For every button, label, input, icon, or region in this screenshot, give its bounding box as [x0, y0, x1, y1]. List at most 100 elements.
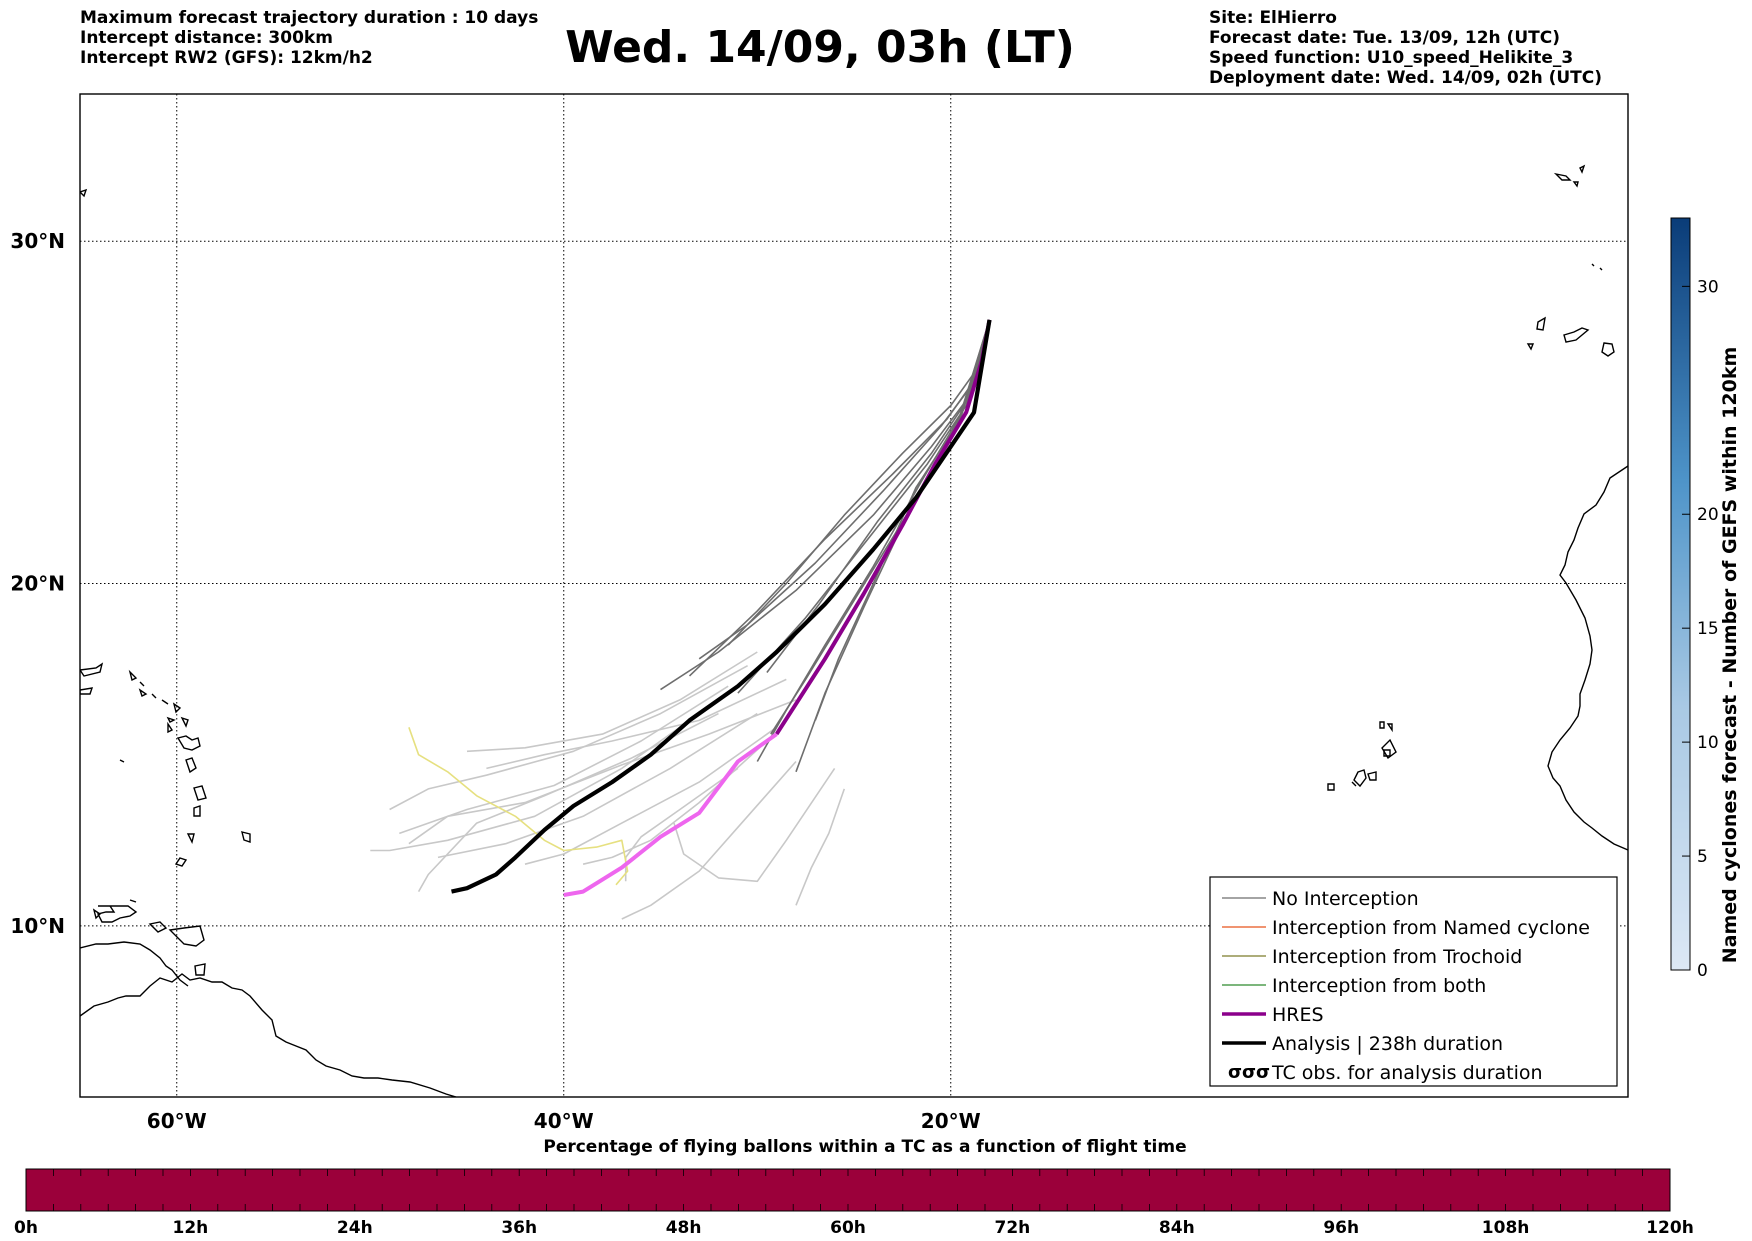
forecast-date-text: Forecast date: Tue. 13/09, 12h (UTC) — [1209, 28, 1560, 48]
legend-item: Interception from Trochoid — [1222, 946, 1522, 968]
analysis-track — [451, 319, 992, 894]
caribbean-island — [119, 759, 125, 763]
trinidad-island — [194, 963, 206, 976]
small-island — [80, 188, 88, 198]
canary-island — [1536, 316, 1546, 331]
grenada-island — [174, 857, 188, 867]
ensemble-track — [698, 319, 991, 660]
colorbar-bottom-tick-label: 96h — [1323, 1218, 1359, 1238]
ensemble-track-light — [673, 767, 836, 883]
curacao-island — [96, 905, 138, 923]
caribbean-island — [139, 681, 145, 687]
azores-island — [1553, 172, 1572, 181]
colorbar-tick-label: 20 — [1697, 505, 1719, 525]
ensemble-track-light — [389, 664, 748, 811]
yellow-track — [408, 727, 629, 886]
colorbar-bottom-tick-label: 36h — [501, 1218, 537, 1238]
azores-island — [1579, 164, 1586, 174]
tobago-island — [148, 921, 168, 933]
caribbean-island — [138, 688, 148, 697]
cape-verde-island — [1353, 769, 1367, 788]
axis-labels: 60°W 40°W 20°W 30°N 20°N 10°N — [10, 229, 980, 1133]
martinique-island — [193, 785, 207, 801]
venezuela-coast — [80, 941, 189, 987]
colorbar-bottom-tick-label: 0h — [14, 1218, 38, 1238]
colorbar-bottom-title: Percentage of flying ballons within a TC… — [543, 1137, 1187, 1157]
legend-label: Analysis | 238h duration — [1272, 1033, 1503, 1055]
ensemble-track — [756, 319, 991, 762]
colorbar-bottom-tick-label: 12h — [173, 1218, 209, 1238]
ensemble-track-light — [621, 760, 797, 920]
colorbar-tick-label: 5 — [1697, 847, 1708, 867]
ensemble-track-light — [524, 726, 778, 865]
dominica-island — [185, 757, 197, 774]
puerto-rico-island — [80, 662, 104, 677]
caribbean-island — [167, 721, 174, 734]
cape-verde-island — [1351, 781, 1357, 787]
colorbar-bottom-tick-label: 84h — [1159, 1218, 1195, 1238]
legend-item: Analysis | 238h duration — [1222, 1033, 1503, 1055]
ensemble-track-light — [437, 712, 758, 859]
ensemble-track-light — [486, 678, 787, 770]
lon-tick-label: 20°W — [921, 1109, 981, 1133]
map-frame — [79, 93, 1629, 1098]
lon-tick-label: 40°W — [534, 1109, 594, 1133]
st-lucia-island — [193, 805, 201, 817]
intercept-rw2-text: Intercept RW2 (GFS): 12km/h2 — [80, 48, 373, 68]
legend-label: Interception from Trochoid — [1272, 946, 1522, 968]
legend: No Interception Interception from Named c… — [1209, 876, 1618, 1087]
caribbean-island — [172, 702, 182, 714]
colorbar-bottom: 0h 12h 24h 36h 48h 60h 72h 84h 96h 108h 120h — [14, 1168, 1694, 1238]
colorbar-right: 0 5 10 15 20 30 — [1670, 217, 1719, 981]
page-title: Wed. 14/09, 03h (LT) — [565, 22, 1075, 73]
caribbean-island — [80, 687, 94, 695]
tc-symbol-icon: σσσ — [1228, 1062, 1270, 1083]
caribbean-island — [128, 669, 138, 682]
header-left-info: Maximum forecast trajectory duration : 1… — [80, 8, 538, 68]
small-island — [1591, 263, 1595, 267]
canary-island — [1563, 327, 1590, 343]
legend-label: Interception from Named cyclone — [1272, 917, 1590, 939]
colorbar-bottom-tick-label: 24h — [337, 1218, 373, 1238]
colorbar-bottom-tick-label: 72h — [995, 1218, 1031, 1238]
cape-verde-island — [1367, 771, 1377, 781]
legend-label: TC obs. for analysis duration — [1271, 1062, 1543, 1084]
colorbar-tick-label: 30 — [1697, 277, 1719, 297]
cape-verde-island — [1386, 723, 1393, 733]
hres-track-light — [563, 732, 778, 897]
barbados-island — [241, 831, 251, 843]
cape-verde-island — [1381, 738, 1397, 760]
ensemble-track — [660, 319, 991, 691]
small-island — [129, 899, 137, 903]
colorbar-tick-label: 0 — [1697, 961, 1708, 981]
site-text: Site: ElHierro — [1209, 8, 1337, 28]
colorbar-bottom-tick-label: 108h — [1482, 1218, 1530, 1238]
ensemble-track — [814, 319, 991, 721]
legend-item: σσσ TC obs. for analysis duration — [1228, 1062, 1543, 1084]
azores-island — [1572, 181, 1579, 188]
legend-item: No Interception — [1222, 888, 1419, 910]
south-america-coastline — [80, 973, 457, 1097]
caribbean-island — [180, 716, 189, 728]
legend-item: Interception from both — [1222, 975, 1486, 997]
ensemble-track — [766, 319, 991, 673]
trajectories — [370, 319, 992, 920]
ensemble-track — [737, 319, 991, 694]
legend-label: HRES — [1272, 1004, 1324, 1026]
caribbean-island — [151, 693, 157, 699]
cape-verde-island — [1327, 783, 1335, 791]
ensemble-track — [770, 319, 991, 735]
speed-function-text: Speed function: U10_speed_Helikite_3 — [1209, 48, 1574, 68]
ensemble-track-light — [795, 788, 846, 906]
intercept-distance-text: Intercept distance: 300km — [80, 28, 333, 48]
header-right-info: Site: ElHierro Forecast date: Tue. 13/09… — [1209, 8, 1602, 88]
cape-verde-island — [1379, 721, 1385, 729]
colorbar-tick-label: 15 — [1697, 619, 1719, 639]
colorbar-right-fill — [1670, 217, 1691, 971]
small-island — [92, 908, 102, 920]
legend-item: Interception from Named cyclone — [1222, 917, 1590, 939]
lat-tick-label: 20°N — [10, 572, 65, 596]
colorbar-right-label: Named cyclones forecast - Number of GEFS… — [1719, 346, 1741, 964]
coastlines — [80, 164, 1628, 1097]
legend-label: Interception from both — [1272, 975, 1486, 997]
